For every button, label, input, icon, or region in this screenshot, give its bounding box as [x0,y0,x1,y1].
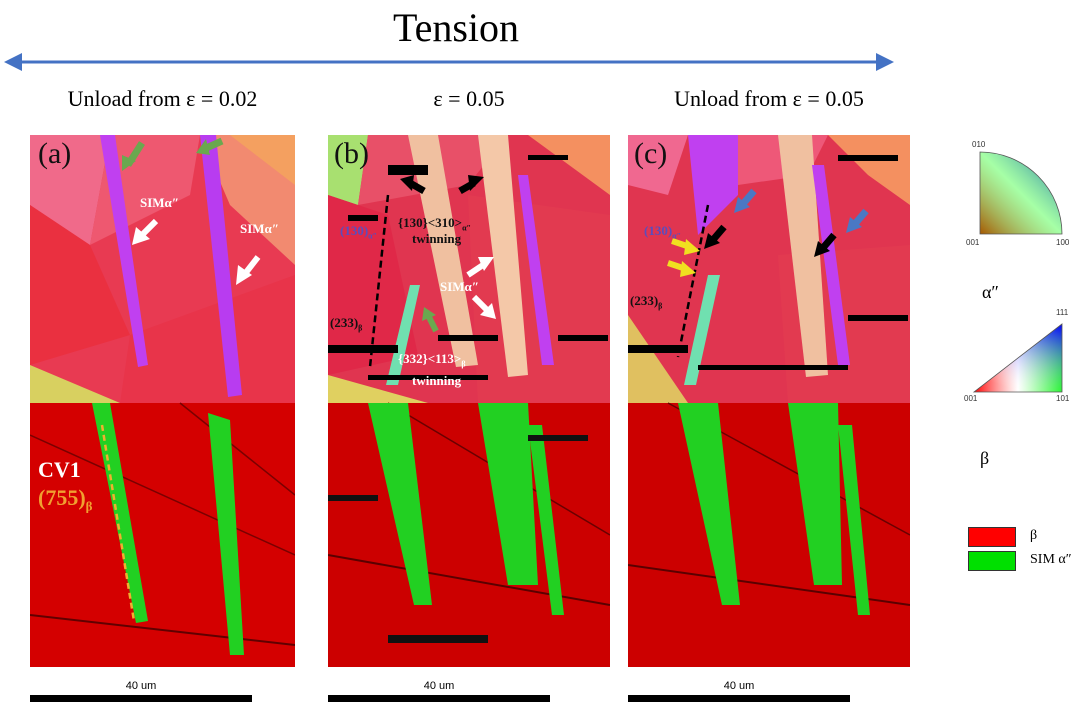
plane-label: (233)β [630,293,663,311]
ipf-corner-label: 100 [1056,238,1070,247]
scale-bar-label: 40 um [423,680,455,692]
panel-c: (c) (130)α″ (233)β [628,135,910,667]
twinning-label: {332}<113>β [398,351,466,369]
plane-label: (233)β [330,315,363,333]
ipf-corner-label: 101 [1056,394,1070,403]
scale-bar-label: 40 um [125,680,157,692]
twinning-label: twinning [412,373,462,388]
ipf-key-alpha-label: α″ [982,282,999,302]
white-arrow-icon [466,257,494,278]
white-arrow-icon [132,218,159,245]
green-arrow-icon [422,307,439,333]
legend-swatch-sim [968,551,1016,571]
twinning-label: twinning [412,231,462,246]
column-label-c: Unload from ε = 0.05 [674,86,864,111]
black-arrow-icon [458,175,484,195]
panel-label-c: (c) [634,137,668,170]
black-arrow-icon [704,224,727,249]
double-arrow-icon [4,53,894,71]
panel-label-a: (a) [38,137,72,170]
panel-b: (b) (130)α″ {130}<310>α″ twinning SIMα″ … [328,135,610,667]
cv-label: CV1 [38,457,81,482]
ebsd-map-c [628,135,910,667]
twinning-label: {130}<310>α″ [398,215,471,233]
ebsd-map-a [30,135,295,667]
blue-arrow-icon [734,188,757,213]
black-arrow-icon [814,232,837,257]
legend-label-sim: SIM α″ [1030,552,1072,567]
plane-label: (130)α″ [644,223,682,241]
scale-bar [30,695,252,702]
sim-label: SIMα″ [140,195,179,210]
ipf-key-beta [972,323,1063,393]
ipf-corner-label: 001 [966,238,980,247]
sim-label: SIMα″ [440,279,479,294]
legend-label-beta: β [1030,528,1038,543]
black-arrow-icon [400,175,426,195]
scale-bar-label: 40 um [723,680,755,692]
blue-arrow-icon [846,208,869,233]
white-arrow-icon [236,255,261,285]
page-title: Tension [392,5,520,50]
ipf-corner-label: 001 [964,394,978,403]
yellow-arrow-icon [671,238,700,255]
ipf-corner-label: 010 [972,140,986,149]
ebsd-map-b [328,135,610,667]
sim-label: SIMα″ [240,221,279,236]
yellow-arrow-icon [667,260,696,277]
ipf-key-alpha [979,151,1063,235]
scale-bar [328,695,550,702]
column-label-a: Unload from ε = 0.02 [67,86,258,111]
green-arrow-icon [122,141,145,171]
scale-bar [628,695,850,702]
column-label-b: ε = 0.05 [433,86,505,111]
plane-label: (130)α″ [340,223,378,241]
panel-label-b: (b) [334,137,369,170]
ipf-corner-label: 111 [1056,308,1069,317]
green-arrow-icon [196,137,224,155]
legend-swatch-beta [968,527,1016,547]
plane-label: (755)β [38,485,93,514]
white-arrow-icon [471,294,496,319]
panel-a: (a) SIMα″ SIMα″ CV1 (755)β [30,135,295,667]
ipf-key-beta-label: β [980,448,990,468]
